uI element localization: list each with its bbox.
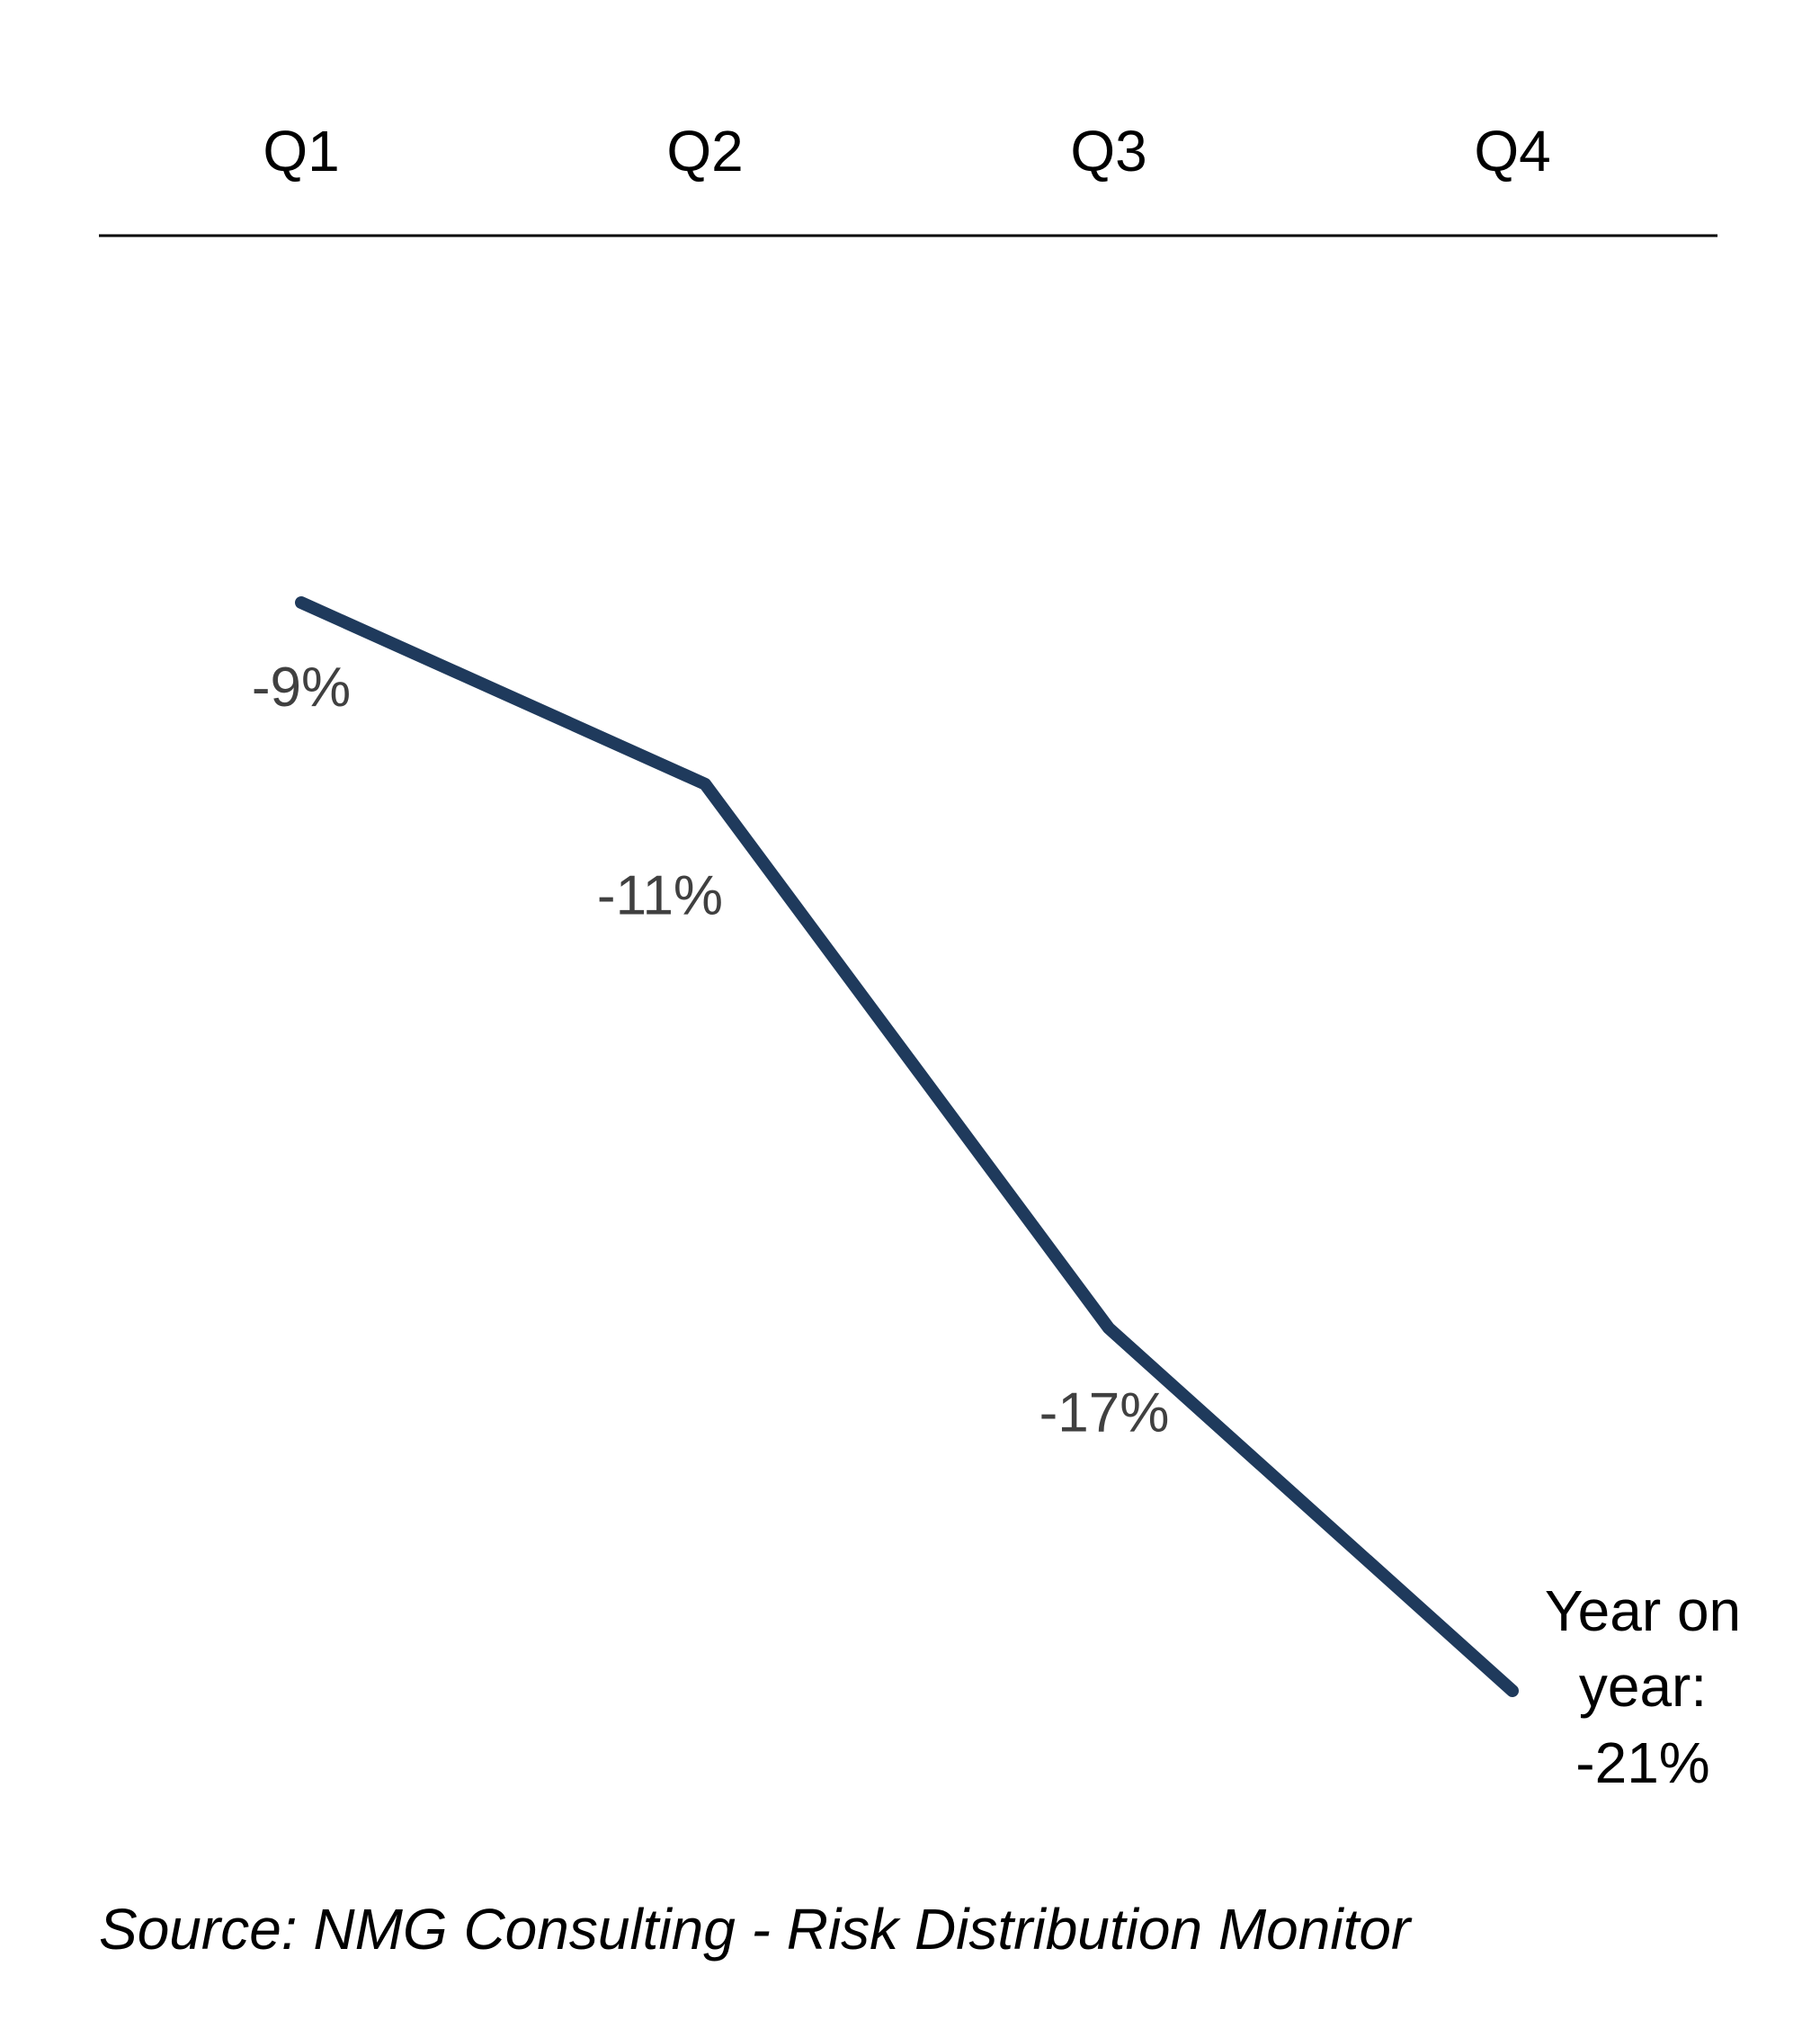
category-label-q4: Q4 bbox=[1474, 119, 1550, 183]
final-label-line: Year on bbox=[1545, 1578, 1741, 1643]
category-label-q1: Q1 bbox=[263, 119, 339, 183]
data-label-q3: -17% bbox=[1039, 1382, 1170, 1444]
series-line bbox=[295, 596, 1519, 1697]
category-label-q3: Q3 bbox=[1070, 119, 1146, 183]
category-label-q2: Q2 bbox=[666, 119, 743, 183]
data-label-q1: -9% bbox=[252, 657, 351, 719]
data-labels: -9% -11% -17% bbox=[252, 657, 1170, 1444]
data-label-q2: -11% bbox=[597, 865, 723, 927]
final-label: Year on year: -21% bbox=[1545, 1578, 1741, 1795]
final-label-line: year: bbox=[1579, 1654, 1707, 1719]
final-label-line: -21% bbox=[1575, 1730, 1709, 1795]
source-note: Source: NMG Consulting - Risk Distributi… bbox=[99, 1897, 1413, 1962]
category-labels: Q1 Q2 Q3 Q4 bbox=[263, 119, 1550, 183]
